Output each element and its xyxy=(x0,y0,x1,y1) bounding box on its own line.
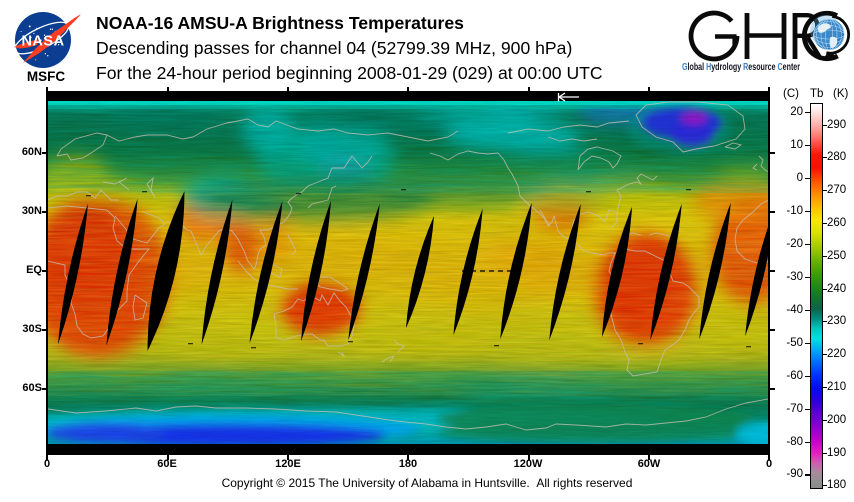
svg-text:NASA: NASA xyxy=(21,34,64,50)
